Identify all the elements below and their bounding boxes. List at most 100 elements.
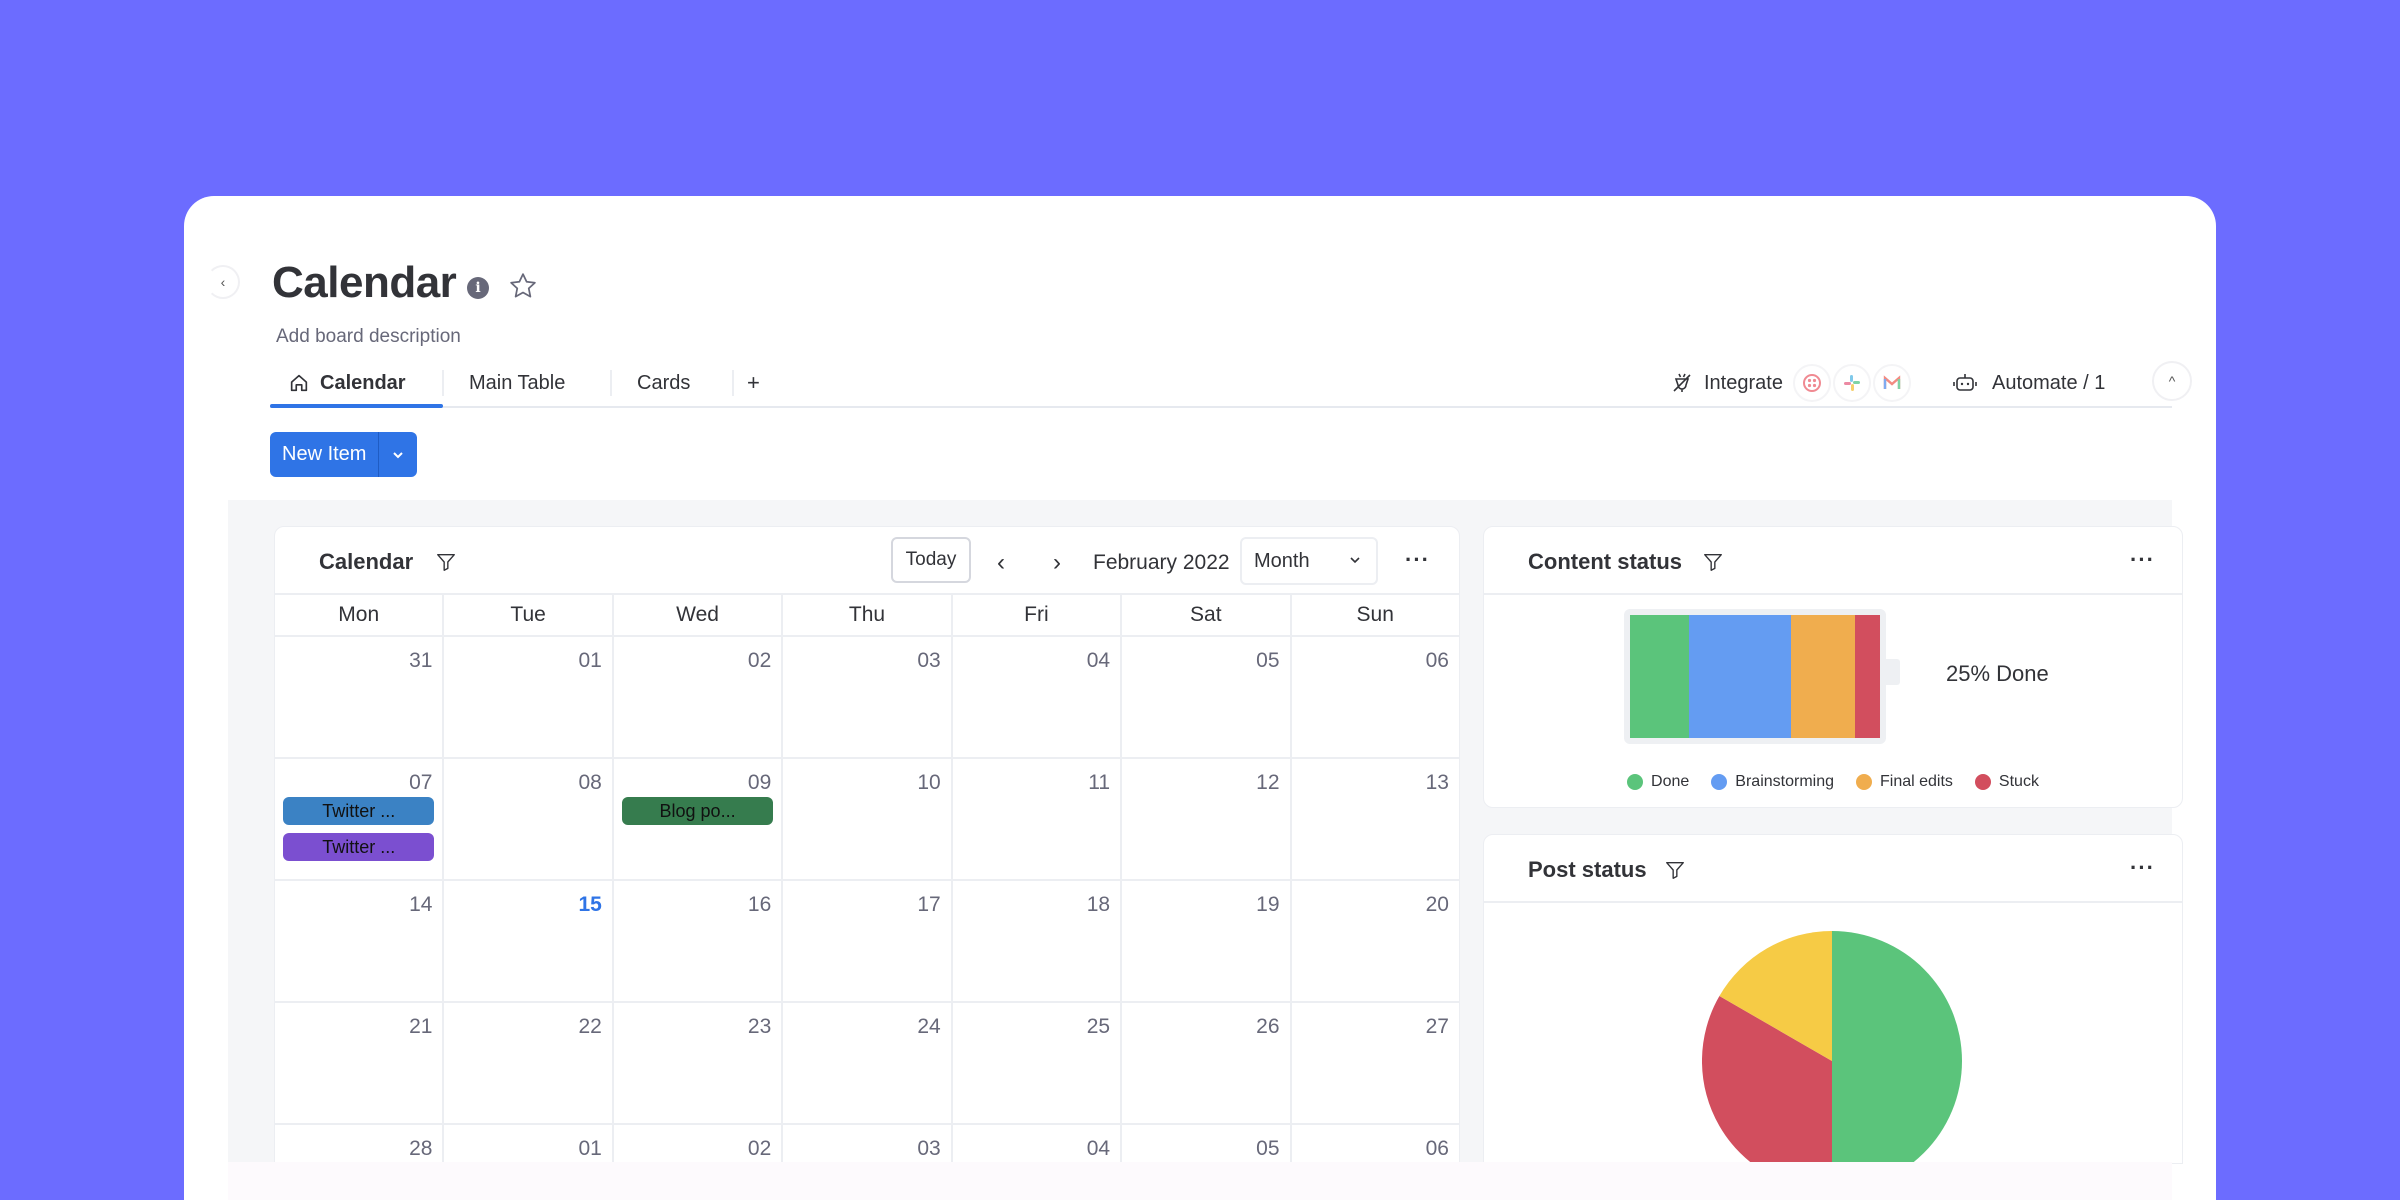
new-item-dropdown[interactable] [379, 432, 417, 477]
chart-legend: Done Brainstorming Final edits Stuck [1484, 773, 2182, 791]
day-cell[interactable]: 06 [1425, 1137, 1449, 1160]
day-cell[interactable]: 03 [783, 637, 953, 757]
day-cell[interactable]: 07 Twitter ... Twitter ... [275, 759, 445, 879]
day-cell[interactable]: 21 [275, 1003, 445, 1123]
day-cell[interactable]: 16 [614, 881, 784, 1001]
day-cell[interactable]: 05 [1122, 637, 1292, 757]
segment-final-edits[interactable] [1790, 615, 1856, 738]
day-cell[interactable]: 17 [783, 881, 953, 1001]
day-cell[interactable]: 12 [1122, 759, 1292, 879]
prev-month-button[interactable]: ‹ [997, 549, 1005, 576]
board-description[interactable]: Add board description [276, 326, 461, 347]
view-tabs: Calendar Main Table Cards + [270, 358, 2172, 408]
star-icon[interactable] [508, 271, 538, 301]
legend-item-done: Done [1627, 773, 1689, 791]
tab-cards[interactable]: Cards [637, 371, 691, 394]
new-item-button[interactable]: New Item [270, 432, 380, 477]
day-cell[interactable]: 02 [614, 1125, 784, 1165]
info-icon[interactable]: i [467, 277, 489, 299]
day-cell[interactable]: 08 [444, 759, 614, 879]
slack-icon [1832, 364, 1871, 402]
day-cell[interactable]: 04 [953, 637, 1123, 757]
segment-stuck[interactable] [1855, 615, 1880, 738]
done-percentage: 25% Done [1946, 661, 2049, 686]
current-month-label: February 2022 [1093, 551, 1230, 574]
day-cell[interactable]: 11 [953, 759, 1123, 879]
legend-item-final-edits: Final edits [1856, 773, 1953, 791]
collapse-header-button[interactable]: ^ [2152, 361, 2192, 401]
week-row: 21 22 23 24 25 26 27 [275, 1003, 1459, 1125]
day-cell[interactable]: 20 [1425, 893, 1449, 916]
day-cell[interactable]: 27 [1425, 1015, 1449, 1038]
day-cell[interactable]: 03 [783, 1125, 953, 1165]
day-cell[interactable]: 06 [1425, 649, 1449, 672]
day-cell[interactable]: 09 Blog po... [614, 759, 784, 879]
day-cell[interactable]: 01 [444, 1125, 614, 1165]
automate-button[interactable]: Automate / 1 [1952, 358, 2105, 408]
day-cell[interactable]: 13 [1425, 771, 1449, 794]
day-cell[interactable]: 19 [1122, 881, 1292, 1001]
widget-header: Calendar Today ‹ › February 2022 Month ·… [275, 527, 1459, 595]
segment-brainstorming[interactable] [1689, 615, 1791, 738]
day-cell[interactable]: 10 [783, 759, 953, 879]
legend-item-stuck: Stuck [1974, 773, 2039, 791]
add-view-button[interactable]: + [747, 370, 760, 395]
day-of-week: Wed [614, 595, 784, 635]
widget-title: Content status [1528, 549, 1682, 574]
post-status-widget: Post status ··· [1483, 834, 2183, 1164]
day-cell[interactable]: 22 [444, 1003, 614, 1123]
filter-icon[interactable] [1664, 859, 1686, 881]
week-row: 07 Twitter ... Twitter ... 08 09 Blog po… [275, 759, 1459, 881]
segment-done[interactable] [1630, 615, 1690, 738]
twilio-icon [1792, 364, 1831, 402]
today-button[interactable]: Today [891, 537, 971, 583]
week-row: 31 01 02 03 04 05 06 [275, 637, 1459, 759]
days-of-week-header: Mon Tue Wed Thu Fri Sat Sun [275, 595, 1459, 637]
legend-item-brainstorming: Brainstorming [1711, 773, 1834, 791]
view-select[interactable]: Month [1240, 537, 1378, 585]
tab-divider [610, 370, 612, 396]
tab-divider [442, 370, 444, 396]
today-date: 15 [578, 893, 602, 916]
day-cell[interactable]: 02 [614, 637, 784, 757]
more-options-button[interactable]: ··· [2130, 547, 2155, 572]
calendar-event[interactable]: Blog po... [621, 797, 774, 825]
day-cell[interactable]: 28 [275, 1125, 445, 1165]
day-cell[interactable]: 04 [953, 1125, 1123, 1165]
tab-main-table[interactable]: Main Table [469, 371, 566, 394]
day-cell-today[interactable]: 15 [444, 881, 614, 1001]
pie-slice-done[interactable] [1832, 931, 1962, 1164]
day-cell[interactable]: 01 [444, 637, 614, 757]
page-title[interactable]: Calendar [272, 258, 457, 307]
more-options-button[interactable]: ··· [2130, 855, 2155, 880]
collapse-sidebar-button[interactable]: ‹ [206, 265, 240, 299]
week-row: 28 01 02 03 04 05 06 [275, 1125, 1459, 1165]
integrate-button[interactable]: Integrate [1670, 358, 1911, 408]
day-cell[interactable]: 23 [614, 1003, 784, 1123]
week-row: 14 15 16 17 18 19 20 [275, 881, 1459, 1003]
day-cell[interactable]: 31 [275, 637, 445, 757]
widget-title: Post status [1528, 857, 1647, 882]
calendar-event[interactable]: Twitter ... [283, 833, 435, 861]
battery-chart: 25% Done Done Brainstorming Final edits … [1484, 595, 2182, 807]
filter-icon[interactable] [435, 551, 457, 573]
day-cell[interactable]: 25 [953, 1003, 1123, 1123]
more-options-button[interactable]: ··· [1405, 547, 1430, 572]
calendar-event[interactable]: Twitter ... [283, 797, 435, 825]
battery-tip [1886, 659, 1900, 685]
pie-slice-stuck[interactable] [1702, 996, 1832, 1164]
gmail-icon [1872, 364, 1911, 402]
tab-calendar[interactable]: Calendar [288, 358, 406, 408]
tab-divider [732, 370, 734, 396]
day-cell[interactable]: 18 [953, 881, 1123, 1001]
pie-slice-working[interactable] [1719, 931, 1832, 1061]
next-month-button[interactable]: › [1053, 549, 1061, 576]
day-cell[interactable]: 26 [1122, 1003, 1292, 1123]
day-cell[interactable]: 05 [1122, 1125, 1292, 1165]
day-cell[interactable]: 24 [783, 1003, 953, 1123]
filter-icon[interactable] [1702, 551, 1724, 573]
day-of-week: Sun [1356, 603, 1394, 626]
day-of-week: Mon [275, 595, 445, 635]
plug-icon [1673, 373, 1691, 392]
day-cell[interactable]: 14 [275, 881, 445, 1001]
